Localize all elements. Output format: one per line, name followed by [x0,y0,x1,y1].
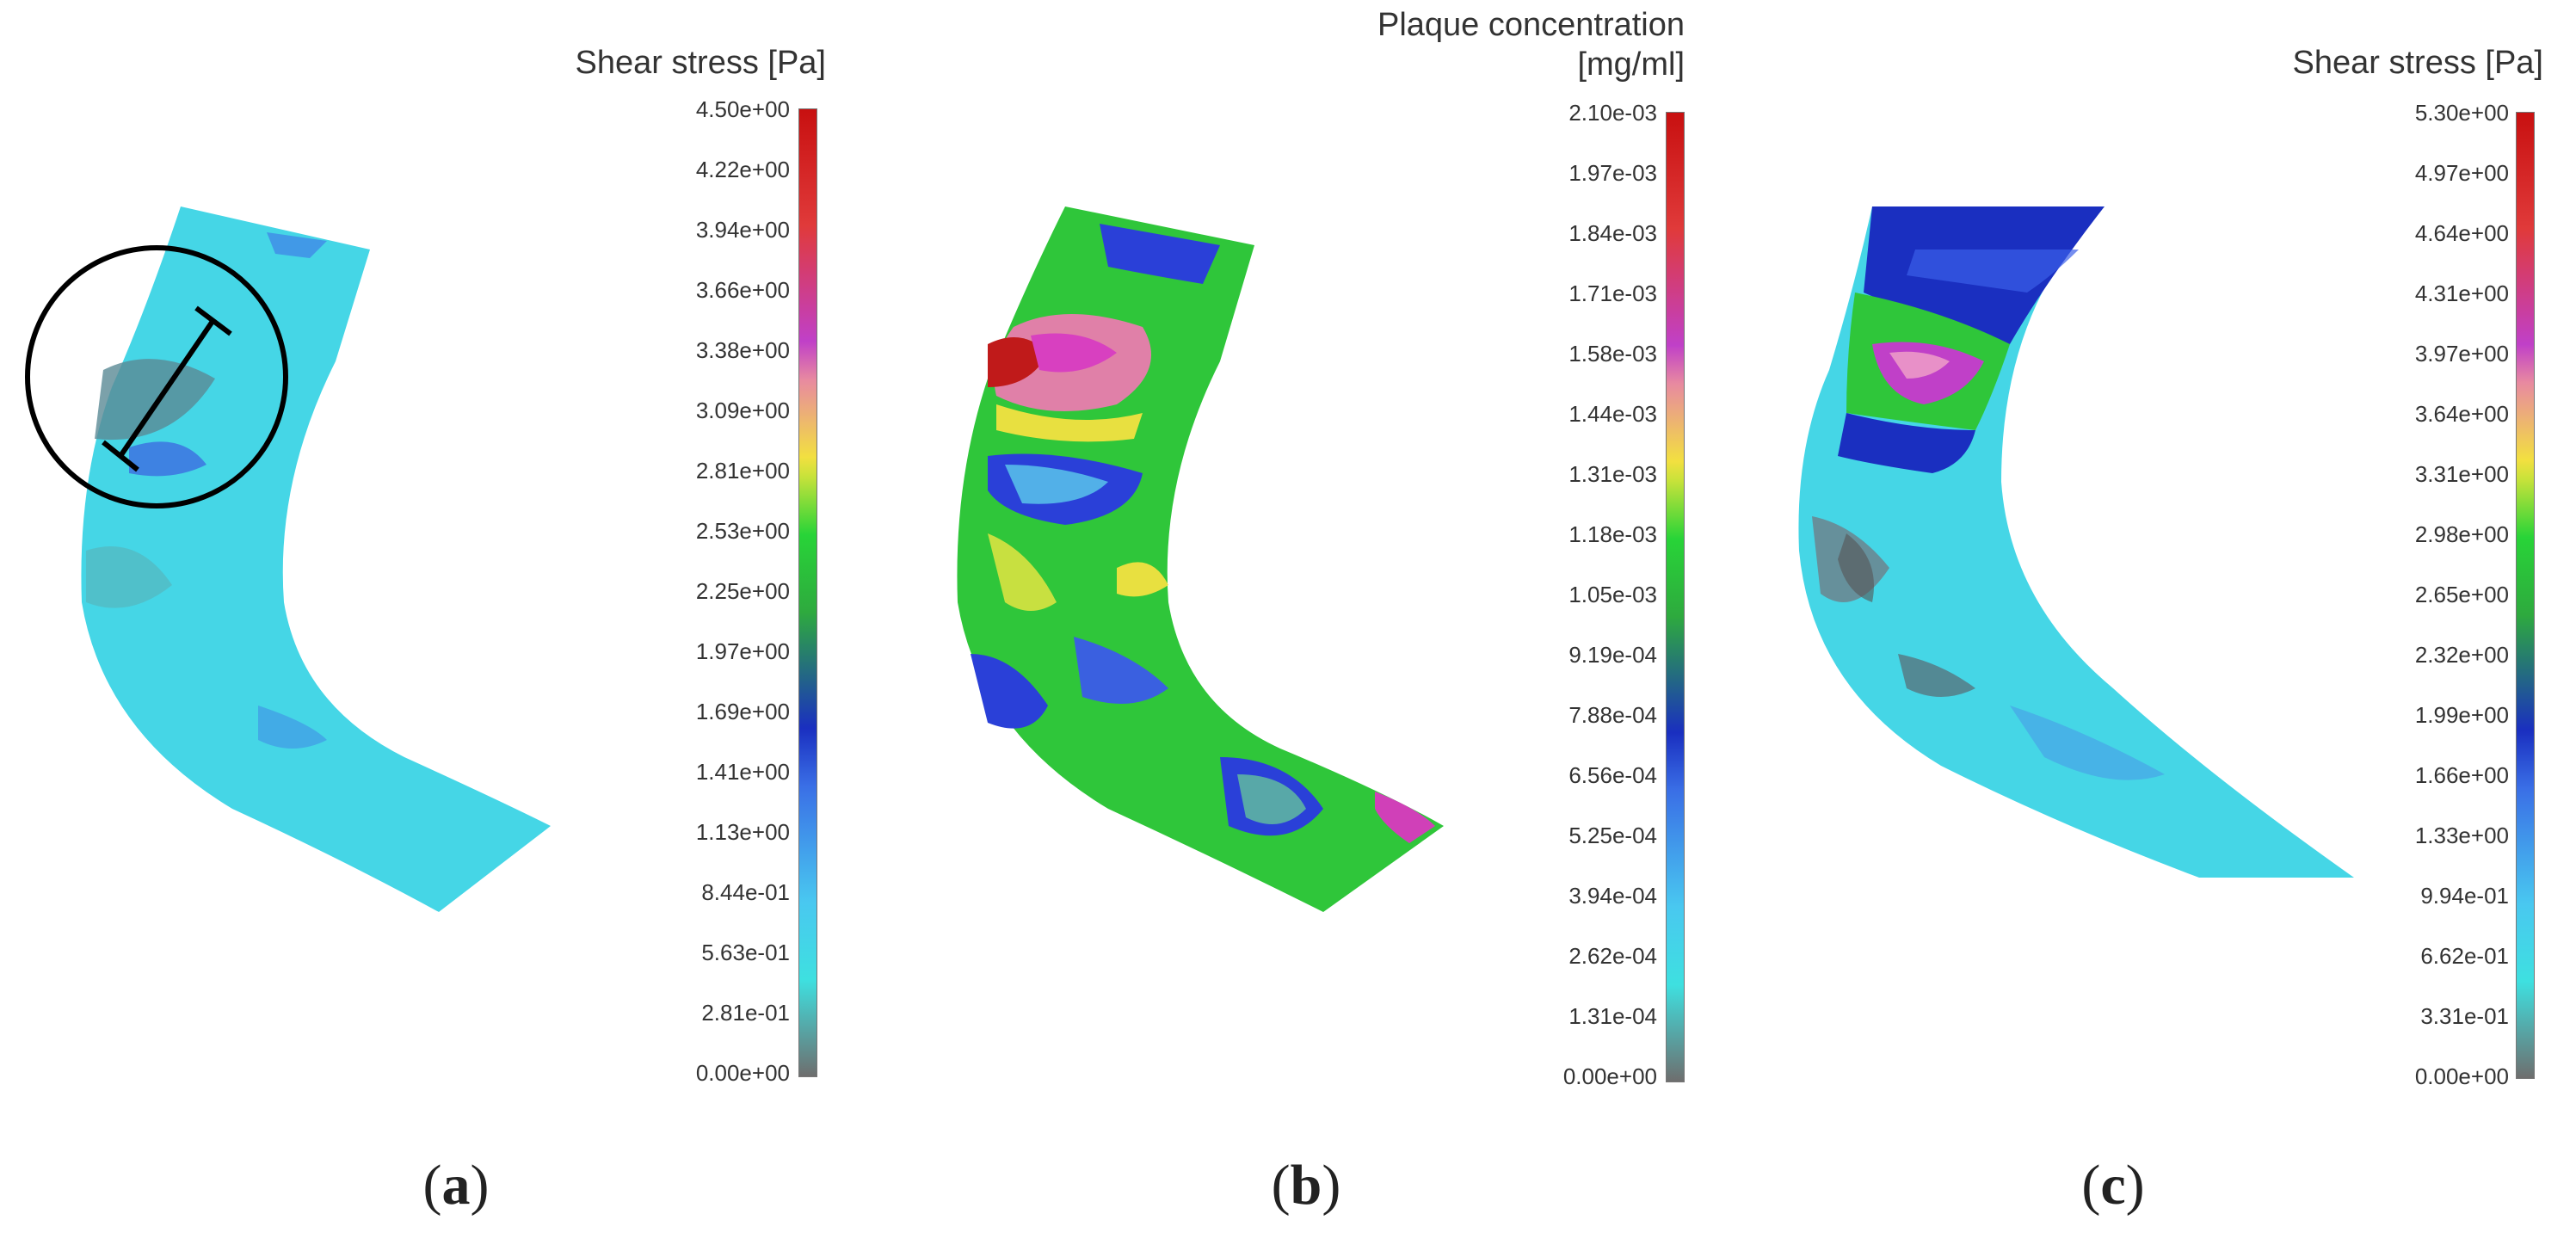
tick-label: 0.00e+00 [2414,1063,2509,1089]
tick-label: 3.97e+00 [2414,341,2509,367]
tick-label: 4.31e+00 [2414,280,2509,306]
tick-label: 4.97e+00 [2414,160,2509,186]
vessel-shear-stress-a [25,206,551,912]
panel-c: Shear stress [Pa] 5.30e+00 4.97e+00 4.64… [1717,0,2576,1251]
tick-label: 1.69e+00 [695,699,790,724]
tick-label: 8.44e-01 [701,879,790,905]
tick-label: 1.58e-03 [1568,341,1657,367]
panel-b: Plaque concentration [mg/ml] 2.10e-03 1.… [859,0,1717,1251]
tick-label: 2.81e-01 [701,1000,790,1026]
tick-label: 2.62e-04 [1568,943,1657,969]
tick-label: 0.00e+00 [695,1060,790,1086]
colorbar [1666,112,1685,1082]
tick-label: 6.62e-01 [2420,943,2509,969]
stenosis-highlight-circle [25,245,288,508]
tick-label: 1.13e+00 [695,819,790,845]
tick-label: 2.32e+00 [2414,642,2509,668]
vessel-plaque-concentration-b [957,206,1444,912]
tick-label: 3.31e-01 [2420,1003,2509,1029]
tick-label: 9.94e-01 [2420,883,2509,909]
tick-label: 1.66e+00 [2414,762,2509,788]
panel-caption: (a) [422,1154,490,1217]
colorbar-title: Shear stress [Pa] [2292,45,2543,81]
tick-label: 4.50e+00 [695,96,790,122]
tick-label: 1.31e-04 [1568,1003,1657,1029]
colorbar-title: Plaque concentration [mg/ml] [1377,7,1685,83]
vessel-shear-stress-c [1798,206,2354,878]
tick-label: 3.94e-04 [1568,883,1657,909]
tick-label: 3.66e+00 [695,277,790,303]
panel-a: Shear stress [Pa] 4.50e+00 4.22e+00 3.94… [0,0,859,1251]
tick-label: 3.64e+00 [2414,401,2509,427]
tick-label: 1.97e+00 [695,638,790,664]
tick-label: 1.31e-03 [1568,461,1657,487]
tick-label: 2.98e+00 [2414,521,2509,547]
tick-label: 1.18e-03 [1568,521,1657,547]
tick-label: 1.41e+00 [695,759,790,785]
tick-label: 1.99e+00 [2414,702,2509,728]
tick-label: 1.84e-03 [1568,220,1657,246]
tick-label: 1.97e-03 [1568,160,1657,186]
panel-caption: (c) [2081,1154,2145,1217]
tick-label: 2.65e+00 [2414,582,2509,607]
tick-label: 5.25e-04 [1568,823,1657,848]
tick-label: 3.31e+00 [2414,461,2509,487]
tick-label: 7.88e-04 [1568,702,1657,728]
diameter-marker [118,318,216,458]
colorbar [2516,112,2535,1079]
tick-label: 1.33e+00 [2414,823,2509,848]
tick-label: 0.00e+00 [1562,1063,1657,1089]
tick-label: 2.10e-03 [1568,100,1657,126]
tick-label: 6.56e-04 [1568,762,1657,788]
tick-label: 2.53e+00 [695,518,790,544]
tick-label: 3.94e+00 [695,217,790,243]
tick-label: 9.19e-04 [1568,642,1657,668]
colorbar [798,108,817,1077]
tick-label: 3.38e+00 [695,337,790,363]
panel-caption: (b) [1271,1154,1341,1217]
tick-label: 1.44e-03 [1568,401,1657,427]
colorbar-title: Shear stress [Pa] [575,45,826,81]
tick-label: 2.81e+00 [695,458,790,484]
tick-label: 3.09e+00 [695,397,790,423]
tick-label: 4.22e+00 [695,157,790,182]
tick-label: 4.64e+00 [2414,220,2509,246]
tick-label: 1.71e-03 [1568,280,1657,306]
tick-label: 5.30e+00 [2414,100,2509,126]
tick-label: 5.63e-01 [701,940,790,965]
tick-label: 2.25e+00 [695,578,790,604]
tick-label: 1.05e-03 [1568,582,1657,607]
